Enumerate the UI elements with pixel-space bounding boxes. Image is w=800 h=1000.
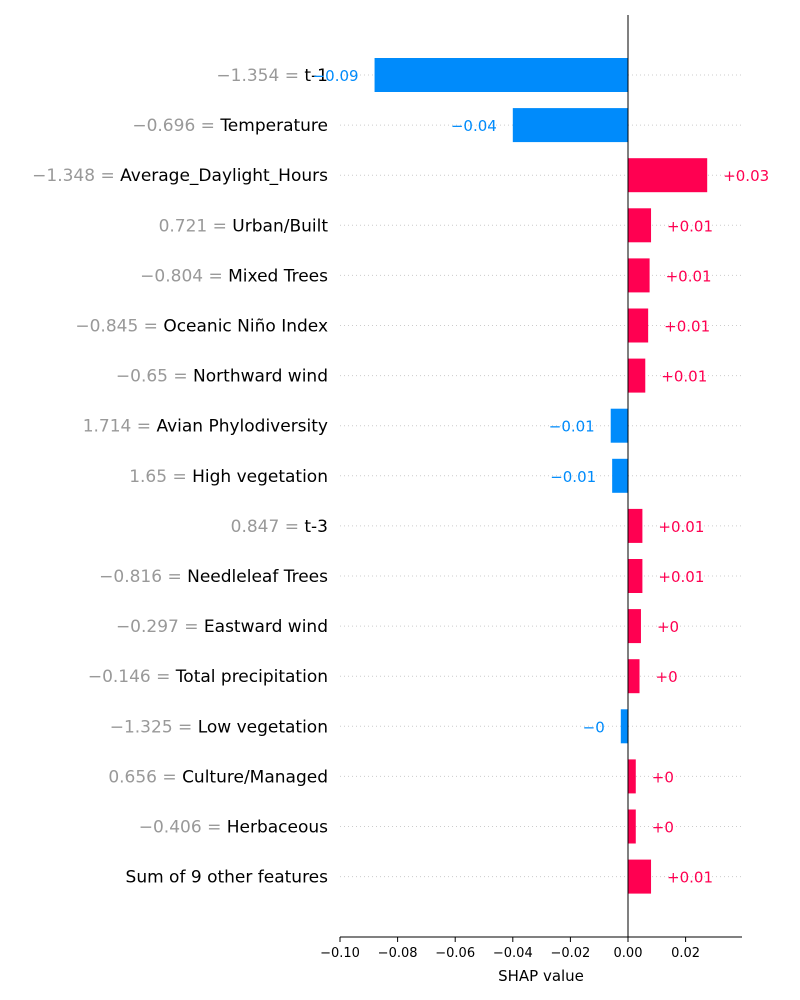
feature-label: −1.354 = t-1 (216, 66, 328, 86)
feature-name: Needleleaf Trees (187, 567, 328, 587)
feature-name: Total precipitation (175, 667, 328, 687)
value-label: +0.01 (664, 318, 710, 336)
value-label: +0.01 (661, 368, 707, 386)
feature-value: 0.656 = (108, 767, 182, 787)
feature-value: −0.845 = (75, 317, 163, 337)
feature-name: Herbaceous (227, 818, 328, 838)
value-label: +0 (657, 618, 679, 636)
feature-value: 1.65 = (129, 467, 192, 487)
x-axis-ticks: −0.10 −0.08 −0.06 −0.04 −0.02 0.00 0.02 (320, 937, 700, 961)
value-label: +0 (652, 768, 674, 786)
feature-value: −0.65 = (116, 367, 193, 387)
value-label: −0 (583, 718, 605, 736)
feature-label: −0.804 = Mixed Trees (140, 266, 328, 286)
bar-negative (610, 408, 628, 443)
feature-name: t-1 (304, 66, 328, 86)
feature-value: −0.297 = (116, 617, 204, 637)
feature-label: −0.65 = Northward wind (116, 367, 328, 387)
x-tick-label: −0.10 (320, 946, 360, 961)
feature-name: Urban/Built (232, 216, 328, 236)
bar-positive (628, 809, 636, 844)
value-label: +0.01 (667, 217, 713, 235)
feature-value: −0.804 = (140, 266, 228, 286)
feature-value: 0.721 = (159, 216, 233, 236)
feature-label: 1.65 = High vegetation (129, 467, 328, 487)
bar-negative (620, 709, 628, 744)
x-tick-label: −0.04 (493, 946, 533, 961)
feature-label: −1.348 = Average_Daylight_Hours (32, 166, 328, 186)
feature-label: −0.816 = Needleleaf Trees (99, 567, 328, 587)
feature-name: Northward wind (193, 367, 328, 387)
value-label: +0.03 (723, 167, 769, 185)
feature-value: −0.696 = (132, 116, 220, 136)
x-axis-label: SHAP value (498, 967, 584, 985)
grid-lines (340, 74, 742, 878)
feature-value: 0.847 = (231, 517, 305, 537)
feature-label: 0.656 = Culture/Managed (108, 767, 328, 787)
feature-name: Low vegetation (198, 717, 328, 737)
feature-label: −0.845 = Oceanic Niño Index (75, 317, 328, 337)
feature-name: t-3 (304, 517, 328, 537)
bar-positive (628, 208, 652, 243)
feature-name: Culture/Managed (182, 767, 328, 787)
feature-label: −0.696 = Temperature (132, 116, 328, 136)
feature-label: −0.406 = Herbaceous (139, 818, 328, 838)
value-label: −0.04 (451, 117, 497, 135)
feature-name: Eastward wind (204, 617, 328, 637)
feature-value: −0.816 = (99, 567, 187, 587)
bar-positive (628, 308, 649, 343)
x-tick-label: 0.00 (614, 946, 643, 961)
value-label: −0.09 (313, 67, 359, 85)
feature-value: −1.325 = (110, 717, 198, 737)
bar-positive (628, 258, 650, 293)
bar-positive (628, 508, 643, 543)
feature-value: −1.354 = (216, 66, 304, 86)
feature-name: High vegetation (192, 467, 328, 487)
feature-label: −0.297 = Eastward wind (116, 617, 328, 637)
feature-label: 0.847 = t-3 (231, 517, 328, 537)
bar-positive (628, 859, 652, 894)
feature-name: Oceanic Niño Index (163, 317, 328, 337)
x-tick-label: −0.02 (550, 946, 590, 961)
feature-label: 0.721 = Urban/Built (159, 216, 329, 236)
feature-name: Temperature (219, 116, 328, 136)
bar-positive (628, 609, 641, 644)
feature-value: −1.348 = (32, 166, 120, 186)
value-label: +0.01 (658, 518, 704, 536)
feature-value: −0.146 = (88, 667, 176, 687)
feature-label: Sum of 9 other features (126, 868, 329, 888)
value-label: +0.01 (666, 267, 712, 285)
feature-name: Mixed Trees (228, 266, 328, 286)
bar-positive (628, 759, 636, 794)
bar-positive (628, 659, 640, 694)
value-label: +0 (652, 819, 674, 837)
feature-name: Avian Phylodiversity (156, 417, 328, 437)
x-tick-label: 0.02 (671, 946, 700, 961)
value-label: +0 (656, 668, 678, 686)
bar-positive (628, 158, 708, 193)
value-labels: −0.09 −0.04 +0.03 +0.01 +0.01 +0.01 +0.01 −0.01… (313, 67, 770, 887)
value-label: −0.01 (549, 418, 595, 436)
bar-negative (512, 108, 628, 143)
x-tick-label: −0.06 (435, 946, 475, 961)
feature-name: Sum of 9 other features (126, 868, 329, 888)
value-label: +0.01 (658, 568, 704, 586)
bar-negative (374, 58, 628, 92)
feature-label: −1.325 = Low vegetation (110, 717, 328, 737)
feature-label: 1.714 = Avian Phylodiversity (83, 417, 328, 437)
feature-value: 1.714 = (83, 417, 157, 437)
feature-value: −0.406 = (139, 818, 227, 838)
bars (374, 58, 708, 894)
feature-labels: −1.354 = t-1 −0.696 = Temperature −1.348 =… (32, 66, 328, 888)
bar-positive (628, 559, 643, 593)
x-tick-label: −0.08 (378, 946, 418, 961)
value-label: +0.01 (667, 869, 713, 887)
bar-positive (628, 358, 646, 393)
feature-label: −0.146 = Total precipitation (88, 667, 328, 687)
bar-negative (612, 458, 628, 493)
feature-name: Average_Daylight_Hours (120, 166, 328, 186)
value-label: −0.01 (550, 468, 596, 486)
